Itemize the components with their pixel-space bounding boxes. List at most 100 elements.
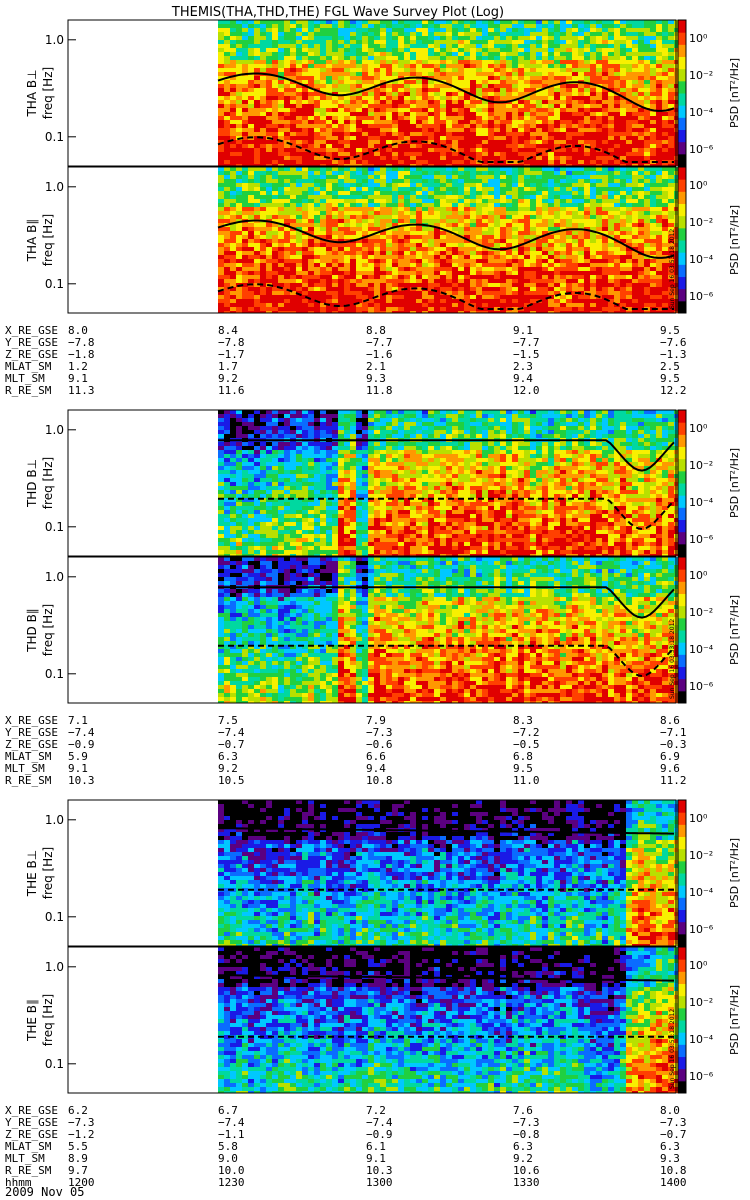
- ephemeris-row-name: R_RE_SM: [5, 774, 52, 787]
- ephemeris-value: 7.5: [218, 714, 238, 727]
- colorbar-tick-label: 10⁻⁶: [689, 923, 714, 936]
- colorbar-tick-label: 10⁻⁶: [689, 1070, 714, 1083]
- ephemeris-value: −1.3: [660, 348, 687, 361]
- ephemeris-value: 10.8: [660, 1164, 687, 1177]
- spectrogram-cells: [218, 167, 680, 313]
- ephemeris-row-name: Z_RE_GSE: [5, 1128, 58, 1141]
- colorbar-tick-label: 10⁻⁶: [689, 680, 714, 693]
- y-tick-label: 1.0: [45, 960, 64, 974]
- panel-label: THA B∥: [25, 219, 39, 263]
- ephemeris-value: 6.7: [218, 1104, 238, 1117]
- colorbar-tick-label: 10⁻²: [689, 216, 713, 229]
- panel-label: THE B∥: [25, 999, 39, 1042]
- solid-curve: [217, 72, 675, 112]
- y-tick-label: 0.1: [45, 130, 64, 144]
- ephemeris-value: 1200: [68, 1176, 95, 1189]
- spectrogram-panel: 1.0 0.1 THA B∥ freq [Hz] 10⁰ 10⁻² 10⁻⁴ 10⁻⁶ PSD …: [25, 166, 741, 314]
- ephemeris-value: 9.5: [660, 372, 680, 385]
- dashed-curve: [217, 283, 674, 310]
- ephemeris-row-name: Y_RE_GSE: [5, 1116, 58, 1129]
- ephemeris-value: −1.7: [218, 348, 245, 361]
- ephemeris-table: X_RE_GSE 7.1 7.5 7.9 8.3 8.6Y_RE_GSE −7.4 −7.4−…: [5, 714, 687, 787]
- ephemeris-value: 1230: [218, 1176, 245, 1189]
- y-axis-label: freq [Hz]: [41, 994, 55, 1046]
- y-tick-label: 1.0: [45, 570, 64, 584]
- colorbar-tick-label: 10⁰: [689, 32, 708, 45]
- colorbar-tick-label: 10⁰: [689, 959, 708, 972]
- ephemeris-value: 9.2: [513, 1152, 533, 1165]
- ephemeris-value: −7.3: [660, 1116, 687, 1129]
- ephemeris-value: 5.8: [218, 1140, 238, 1153]
- ephemeris-value: 6.2: [68, 1104, 88, 1117]
- y-axis-label: freq [Hz]: [41, 214, 55, 266]
- ephemeris-value: −1.2: [68, 1128, 95, 1141]
- colorbar-tick-label: 10⁻⁶: [689, 533, 714, 546]
- ephemeris-value: 9.3: [660, 1152, 680, 1165]
- ephemeris-value: 11.2: [660, 774, 687, 787]
- ephemeris-value: 8.8: [366, 324, 386, 337]
- ephemeris-row-name: MLAT_SM: [5, 750, 52, 763]
- colorbar-label: PSD [nT²/Hz]: [728, 985, 741, 1055]
- ephemeris-value: −0.6: [366, 738, 393, 751]
- colorbar-tick-label: 10⁻⁶: [689, 290, 714, 303]
- colorbar-tick-label: 10⁻⁶: [689, 143, 714, 156]
- ephemeris-value: 8.4: [218, 324, 238, 337]
- colorbar-tick-label: 10⁻⁴: [689, 886, 714, 899]
- panel-label: THA B⊥: [25, 69, 39, 117]
- ephemeris-row-name: R_RE_SM: [5, 1164, 52, 1177]
- colorbar-tick-label: 10⁰: [689, 812, 708, 825]
- ephemeris-value: 9.4: [366, 762, 386, 775]
- colorbar-label: PSD [nT²/Hz]: [728, 448, 741, 518]
- timestamp-stamp: Sun Sep 16 03:53:18 2012: [669, 1009, 676, 1089]
- ephemeris-row-name: Z_RE_GSE: [5, 348, 58, 361]
- panel-frame: [67, 799, 677, 947]
- colorbar-tick-label: 10⁻²: [689, 459, 713, 472]
- y-axis-label: freq [Hz]: [41, 67, 55, 119]
- panel-frame: [67, 19, 677, 167]
- ephemeris-value: 6.8: [513, 750, 533, 763]
- ephemeris-row-name: Z_RE_GSE: [5, 738, 58, 751]
- panel-frame: [67, 166, 677, 314]
- ephemeris-row-name: R_RE_SM: [5, 384, 52, 397]
- ephemeris-row-name: MLAT_SM: [5, 1140, 52, 1153]
- panel-label: THD B∥: [25, 608, 39, 653]
- ephemeris-value: 8.0: [68, 324, 88, 337]
- solid-curve: [218, 586, 675, 619]
- ephemeris-value: −7.3: [513, 1116, 540, 1129]
- ephemeris-value: −1.6: [366, 348, 393, 361]
- colorbar-tick-label: 10⁻²: [689, 69, 713, 82]
- panel-frame: [67, 409, 677, 557]
- ephemeris-value: −7.4: [218, 1116, 245, 1129]
- ephemeris-value: −0.8: [513, 1128, 540, 1141]
- y-tick-label: 1.0: [45, 813, 64, 827]
- spectrogram-panel: 1.0 0.1 THE B∥ freq [Hz] 10⁰ 10⁻² 10⁻⁴ 10⁻⁶ PSD …: [25, 946, 741, 1094]
- ephemeris-row-name: MLT_SM: [5, 762, 45, 775]
- ephemeris-value: 1300: [366, 1176, 393, 1189]
- ephemeris-value: −7.8: [68, 336, 95, 349]
- ephemeris-value: 5.5: [68, 1140, 88, 1153]
- ephemeris-value: −7.1: [660, 726, 687, 739]
- spectrogram-cells: [218, 557, 680, 703]
- ephemeris-value: −0.3: [660, 738, 687, 751]
- panel-label: THD B⊥: [25, 459, 39, 508]
- dashed-curve: [218, 644, 675, 678]
- ephemeris-row-name: Y_RE_GSE: [5, 336, 58, 349]
- ephemeris-value: −0.9: [68, 738, 95, 751]
- spectrogram-cells: [218, 410, 680, 556]
- ephemeris-value: 9.1: [68, 762, 88, 775]
- panel-frame: [67, 946, 677, 1094]
- solid-curve: [217, 219, 675, 259]
- ephemeris-value: 2.1: [366, 360, 386, 373]
- spectrogram-cells: [218, 800, 680, 946]
- colorbar-label: PSD [nT²/Hz]: [728, 838, 741, 908]
- colorbar-tick-label: 10⁻²: [689, 606, 713, 619]
- ephemeris-value: 11.8: [366, 384, 393, 397]
- ephemeris-value: −7.4: [366, 1116, 393, 1129]
- ephemeris-value: 8.3: [513, 714, 533, 727]
- solid-curve: [218, 439, 675, 472]
- ephemeris-value: 2.3: [513, 360, 533, 373]
- ephemeris-value: 6.3: [513, 1140, 533, 1153]
- panel-frame: [67, 556, 677, 704]
- colorbar-tick-label: 10⁰: [689, 422, 708, 435]
- ephemeris-value: 11.6: [218, 384, 245, 397]
